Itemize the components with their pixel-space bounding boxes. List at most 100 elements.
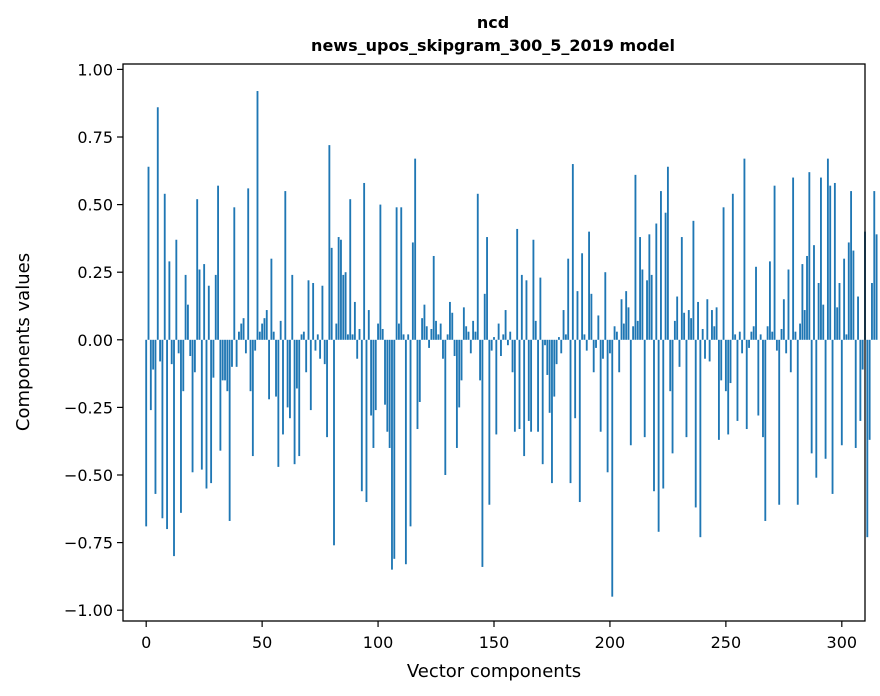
bar-242 [706,299,709,340]
bar-185 [574,339,577,419]
bar-48 [256,91,259,340]
bar-156 [506,339,509,346]
bar-96 [367,310,370,340]
bar-173 [546,339,549,375]
bar-274 [780,328,783,340]
bar-29 [212,339,215,378]
bar-113 [407,334,410,340]
bar-236 [692,220,695,340]
bar-169 [537,339,539,432]
y-tick-label: 0.25 [77,263,113,282]
bar-43 [244,339,247,354]
bar-253 [731,193,734,340]
bar-84 [340,239,342,340]
bar-218 [650,274,653,340]
bar-177 [555,339,558,365]
bar-209 [629,339,632,446]
bar-259 [745,339,748,430]
bar-277 [787,269,790,340]
bar-293 [824,339,827,459]
bar-286 [808,172,811,340]
bar-307 [857,296,859,340]
bar-262 [752,326,755,340]
bar-256 [738,331,741,340]
bar-0 [145,339,148,527]
bar-167 [532,239,535,340]
bar-181 [564,334,567,340]
bar-221 [657,339,660,532]
bar-122 [428,339,430,348]
bar-121 [425,326,428,340]
bar-196 [599,339,602,432]
bar-170 [539,277,542,340]
bar-98 [372,339,375,448]
bar-179 [560,339,563,354]
bar-61 [286,339,289,408]
bar-313 [871,283,873,340]
bar-229 [676,296,679,340]
bar-245 [713,326,716,340]
bar-97 [370,339,373,416]
bar-133 [453,339,456,357]
bar-146 [483,293,486,340]
bar-117 [416,339,419,430]
bar-257 [741,339,744,354]
bar-272 [775,339,778,351]
bar-138 [465,326,468,340]
bar-12 [173,339,175,557]
bar-234 [687,310,690,340]
bar-53 [268,339,270,400]
bar-115 [411,242,414,340]
bar-11 [170,339,173,365]
bar-65 [295,339,298,389]
bar-27 [207,285,210,340]
bar-4 [154,339,157,494]
bar-62 [289,339,291,419]
bar-266 [762,339,764,438]
chart-subtitle: news_upos_skipgram_300_5_2019 model [311,36,675,55]
y-tick-label: −0.25 [64,398,113,417]
bar-15 [180,339,182,513]
bar-231 [680,237,683,340]
bar-186 [576,291,579,340]
bar-233 [685,339,688,438]
bar-74 [316,334,319,340]
bar-85 [342,274,345,340]
bar-315 [875,234,878,340]
bar-91 [356,339,359,359]
bar-240 [701,328,704,340]
bar-76 [321,285,324,340]
bar-220 [655,223,658,340]
bar-291 [820,177,822,340]
x-tick-label: 50 [252,633,272,652]
bar-119 [421,318,424,340]
bar-206 [622,323,625,340]
bar-247 [717,339,720,440]
bar-22 [196,199,199,340]
bar-269 [769,261,771,340]
bar-49 [258,331,261,340]
bar-265 [759,334,762,340]
bar-104 [386,339,389,432]
bar-290 [817,283,820,340]
bar-237 [694,339,697,508]
bar-163 [523,339,526,457]
bar-246 [715,307,718,340]
bar-311 [866,339,869,538]
bar-132 [451,312,454,340]
bar-258 [743,158,746,340]
bar-130 [446,334,449,340]
bar-166 [530,339,533,432]
bar-32 [219,339,222,451]
bar-81 [333,339,335,546]
bar-280 [794,331,797,340]
bar-75 [319,339,322,359]
bar-270 [771,331,774,340]
bar-50 [261,323,264,340]
bar-289 [815,339,818,478]
bar-8 [163,193,166,340]
bar-94 [363,182,366,340]
bar-118 [418,339,421,402]
bar-288 [813,245,815,340]
bar-230 [678,339,681,367]
